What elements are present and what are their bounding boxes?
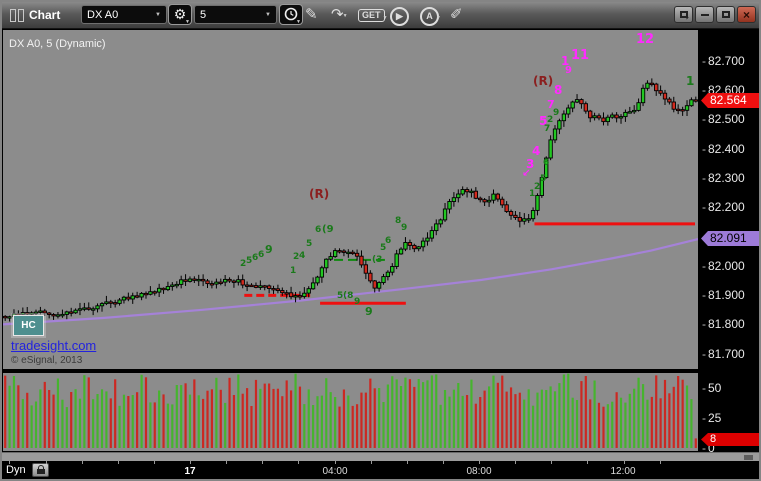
- ma-value: 82.091: [710, 231, 747, 245]
- chevron-down-icon: ▼: [185, 19, 190, 25]
- time-tick-mark: [587, 461, 588, 464]
- chevron-down-icon: ▼: [265, 11, 271, 18]
- time-axis[interactable]: Dyn 17 04:00 08:00 12:00: [2, 461, 759, 479]
- chevron-down-icon: ▼: [296, 19, 301, 25]
- eraser-icon-button[interactable]: ✐: [450, 6, 463, 23]
- hc-button[interactable]: HC: [13, 315, 44, 336]
- time-tick-mark: [335, 461, 336, 464]
- play-button[interactable]: ▶: [390, 7, 409, 26]
- minimize-icon: [700, 13, 709, 16]
- price-tick-label: 82.700: [702, 54, 745, 68]
- maximize-button[interactable]: [716, 6, 735, 23]
- gear-icon: ⚙: [173, 6, 187, 22]
- time-tick-mark: [226, 461, 227, 464]
- price-tick-label: 81.900: [702, 288, 745, 302]
- price-axis[interactable]: 82.70082.60082.50082.40082.30082.20082.1…: [699, 29, 759, 455]
- share-arrow-button[interactable]: ↷ ▼: [331, 6, 348, 23]
- chart-legend: DX A0, 5 (Dynamic): [9, 38, 106, 50]
- popout-button[interactable]: [674, 6, 693, 23]
- window-controls: ×: [672, 6, 756, 23]
- symbol-value: DX A0: [87, 8, 119, 21]
- pencil-draw-button[interactable]: ✎: [305, 6, 318, 23]
- price-tick-label: 81.800: [702, 317, 745, 331]
- time-tick-label: 17: [184, 466, 196, 477]
- lock-scale-button[interactable]: [32, 463, 49, 477]
- chevron-down-icon: ▼: [382, 15, 388, 21]
- time-tick-label: 12:00: [610, 466, 636, 477]
- time-tick-mark: [262, 461, 263, 464]
- minimize-button[interactable]: [695, 6, 714, 23]
- price-tick-label: 82.200: [702, 200, 745, 214]
- chevron-down-icon: ▼: [342, 13, 348, 19]
- dyn-mode-label: Dyn: [6, 464, 26, 476]
- time-tick-mark: [9, 461, 10, 464]
- price-tick-label: 82.300: [702, 171, 745, 185]
- time-tick-mark: [46, 461, 47, 464]
- price-tick-label: 82.500: [702, 112, 745, 126]
- time-template-button[interactable]: ▼: [279, 4, 303, 25]
- candlestick-plot: [3, 78, 698, 326]
- symbol-dropdown[interactable]: DX A0 ▼: [81, 5, 167, 24]
- chart-window-icon: [10, 9, 26, 27]
- volume-bars-plot: [4, 373, 697, 448]
- price-tick-label: 81.700: [702, 347, 745, 361]
- chevron-down-icon: ▼: [436, 15, 441, 21]
- last-price-label: 82.564: [701, 93, 759, 108]
- tradesight-link[interactable]: tradesight.com: [11, 338, 97, 353]
- time-tick-label: 04:00: [322, 466, 348, 477]
- maximize-icon: [721, 11, 730, 18]
- price-tick-label: 82.400: [702, 142, 745, 156]
- time-tick-mark: [371, 461, 372, 464]
- get-label: GET: [362, 10, 381, 20]
- time-tick-mark: [154, 461, 155, 464]
- window-title: Chart: [29, 8, 61, 22]
- time-tick-mark: [443, 461, 444, 464]
- time-tick-mark: [82, 461, 83, 464]
- ma-value-label: 82.091: [701, 231, 759, 246]
- time-tick-mark: [551, 461, 552, 464]
- titlebar: Chart DX A0 ▼ ⚙ ▼ 5 ▼ ▼ ✎ ↷ ▼ GET ▼ ▶ A ▼ ✐: [2, 2, 759, 29]
- last-price-value: 82.564: [710, 93, 747, 107]
- horizontal-scrollbar[interactable]: [2, 452, 759, 461]
- volume-tick-label: 0: [702, 441, 715, 455]
- auto-button[interactable]: A ▼: [420, 7, 441, 26]
- copyright-text: © eSignal, 2013: [11, 355, 83, 366]
- get-data-button[interactable]: GET ▼: [358, 9, 388, 22]
- symbol-settings-button[interactable]: ⚙ ▼: [168, 4, 192, 25]
- time-tick-mark: [624, 461, 625, 464]
- time-tick-mark: [515, 461, 516, 464]
- interval-value: 5: [200, 8, 207, 21]
- scrollbar-handle[interactable]: [744, 455, 753, 460]
- lock-icon: [37, 465, 44, 469]
- popout-icon: [679, 11, 688, 18]
- time-tick-mark: [298, 461, 299, 464]
- chevron-down-icon: ▼: [155, 11, 161, 18]
- volume-last-label: 8: [701, 433, 759, 446]
- volume-panel[interactable]: [2, 372, 699, 452]
- time-tick-mark: [479, 461, 480, 464]
- price-chart-panel[interactable]: (R) (R) 12 11 1 9 8 7 5 4 3 ↙ 2 5 6 6 9 1 2 4 5 6 (9 (3 5 (8 9 9 5 6 8…: [2, 29, 699, 370]
- volume-last-value: 8: [710, 433, 717, 445]
- clock-icon: [284, 7, 298, 21]
- interval-dropdown[interactable]: 5 ▼: [194, 5, 277, 24]
- volume-tick-label: 25: [702, 411, 721, 425]
- time-tick-mark: [118, 461, 119, 464]
- auto-label: A: [426, 11, 433, 21]
- time-tick-label: 08:00: [466, 466, 492, 477]
- time-tick-mark: [407, 461, 408, 464]
- price-tick-label: 82.000: [702, 259, 745, 273]
- time-tick-mark: [190, 461, 191, 464]
- volume-tick-label: 50: [702, 381, 721, 395]
- close-button[interactable]: ×: [737, 6, 756, 23]
- time-tick-mark: [660, 461, 661, 464]
